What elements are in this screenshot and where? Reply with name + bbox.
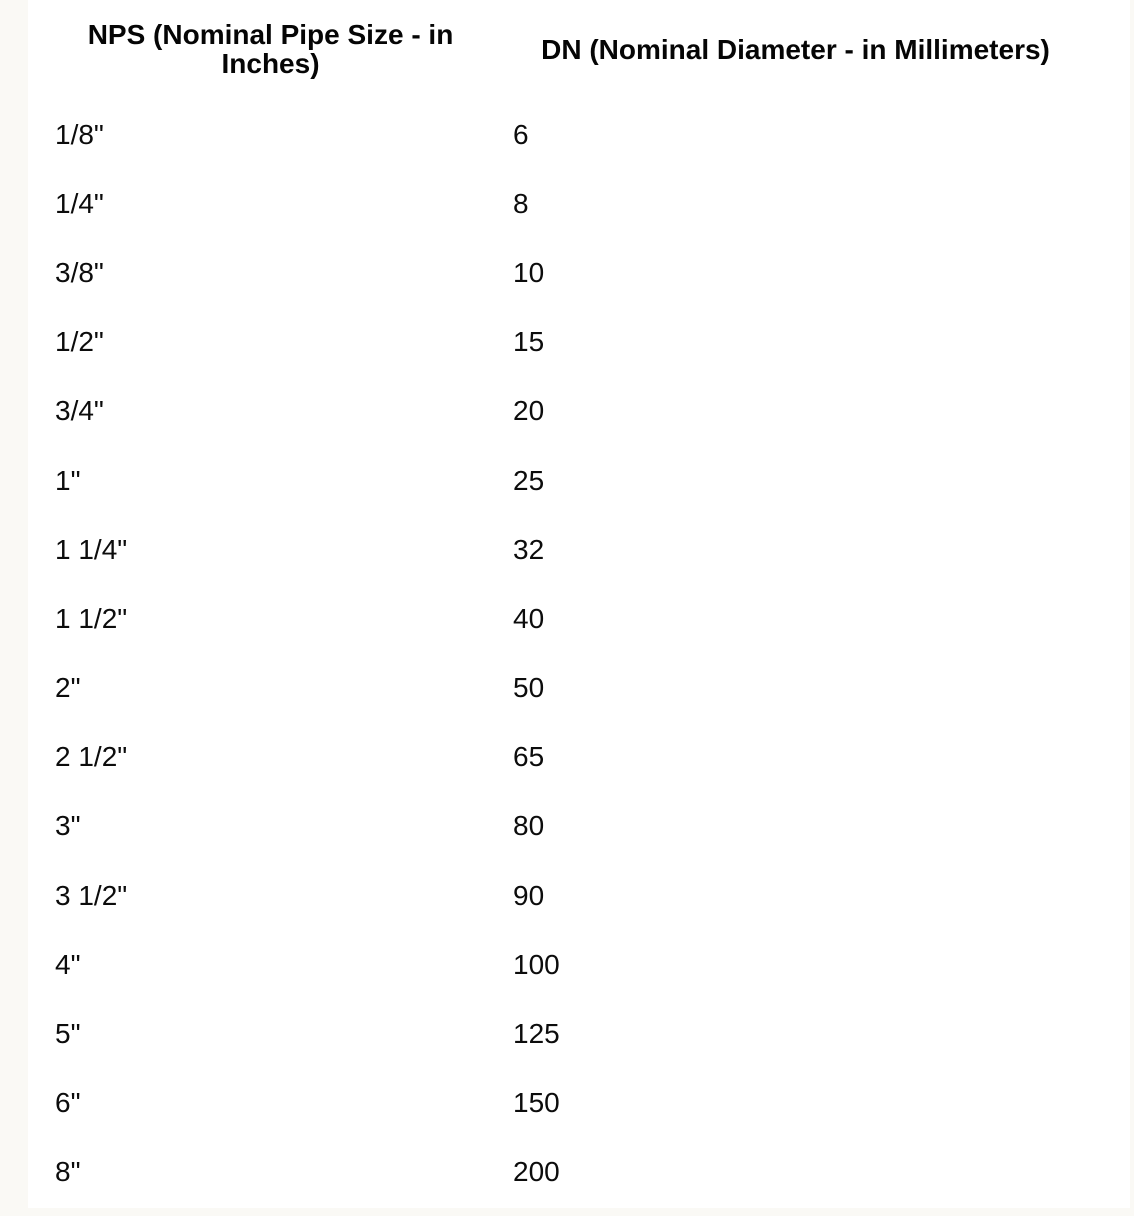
table-row: 3" 80 xyxy=(28,792,1130,861)
dn-cell: 15 xyxy=(513,326,545,358)
table-row: 5" 125 xyxy=(28,999,1130,1068)
table-row: 3 1/2" 90 xyxy=(28,861,1130,930)
table-sheet: NPS (Nominal Pipe Size - in Inches) DN (… xyxy=(28,0,1130,1208)
nps-cell: 8" xyxy=(55,1156,81,1188)
dn-cell: 10 xyxy=(513,256,545,288)
table-row: 1/2" 15 xyxy=(28,308,1130,377)
table-row: 2 1/2" 65 xyxy=(28,723,1130,792)
dn-cell: 100 xyxy=(513,948,560,980)
nps-cell: 2 1/2" xyxy=(55,741,128,773)
nps-cell: 5" xyxy=(55,1018,81,1050)
dn-cell: 65 xyxy=(513,741,545,773)
nps-cell: 2" xyxy=(55,672,81,704)
nps-cell: 3/8" xyxy=(55,256,104,288)
dn-cell: 80 xyxy=(513,810,545,842)
nps-cell: 3/4" xyxy=(55,395,104,427)
nps-cell: 4" xyxy=(55,948,81,980)
nps-cell: 1/8" xyxy=(55,118,104,150)
nps-cell: 6" xyxy=(55,1087,81,1119)
table-row: 1" 25 xyxy=(28,446,1130,515)
dn-cell: 50 xyxy=(513,672,545,704)
table-header-row: NPS (Nominal Pipe Size - in Inches) DN (… xyxy=(28,0,1130,100)
nps-cell: 1/2" xyxy=(55,326,104,358)
nps-cell: 3 1/2" xyxy=(55,879,128,911)
table-row: 4" 100 xyxy=(28,930,1130,999)
dn-cell: 32 xyxy=(513,533,545,565)
dn-cell: 200 xyxy=(513,1156,560,1188)
column-header-nps: NPS (Nominal Pipe Size - in Inches) xyxy=(28,0,513,100)
table-row: 2" 50 xyxy=(28,654,1130,723)
nps-cell: 1/4" xyxy=(55,187,104,219)
column-header-dn-label: DN (Nominal Diameter - in Millimeters) xyxy=(541,33,1050,65)
nps-dn-conversion-table: NPS (Nominal Pipe Size - in Inches) DN (… xyxy=(28,0,1130,1207)
table-row: 1 1/2" 40 xyxy=(28,584,1130,653)
table-row: 1/4" 8 xyxy=(28,169,1130,238)
dn-cell: 40 xyxy=(513,602,545,634)
dn-cell: 6 xyxy=(513,118,529,150)
nps-cell: 1" xyxy=(55,464,81,496)
dn-cell: 20 xyxy=(513,395,545,427)
nps-cell: 3" xyxy=(55,810,81,842)
dn-cell: 150 xyxy=(513,1087,560,1119)
column-header-dn: DN (Nominal Diameter - in Millimeters) xyxy=(513,0,1130,100)
dn-cell: 90 xyxy=(513,879,545,911)
column-header-nps-label: NPS (Nominal Pipe Size - in Inches) xyxy=(87,19,454,79)
nps-cell: 1 1/4" xyxy=(55,533,128,565)
table-row: 1/8" 6 xyxy=(28,100,1130,169)
table-row: 3/4" 20 xyxy=(28,377,1130,446)
table-row: 3/8" 10 xyxy=(28,238,1130,307)
table-row: 1 1/4" 32 xyxy=(28,515,1130,584)
dn-cell: 125 xyxy=(513,1018,560,1050)
table-row: 6" 150 xyxy=(28,1069,1130,1138)
nps-cell: 1 1/2" xyxy=(55,602,128,634)
dn-cell: 8 xyxy=(513,187,529,219)
table-row: 8" 200 xyxy=(28,1138,1130,1207)
dn-cell: 25 xyxy=(513,464,545,496)
table-body: 1/8" 6 1/4" 8 3/8" 10 1/2" 15 3/4" 20 1"… xyxy=(28,100,1130,1207)
